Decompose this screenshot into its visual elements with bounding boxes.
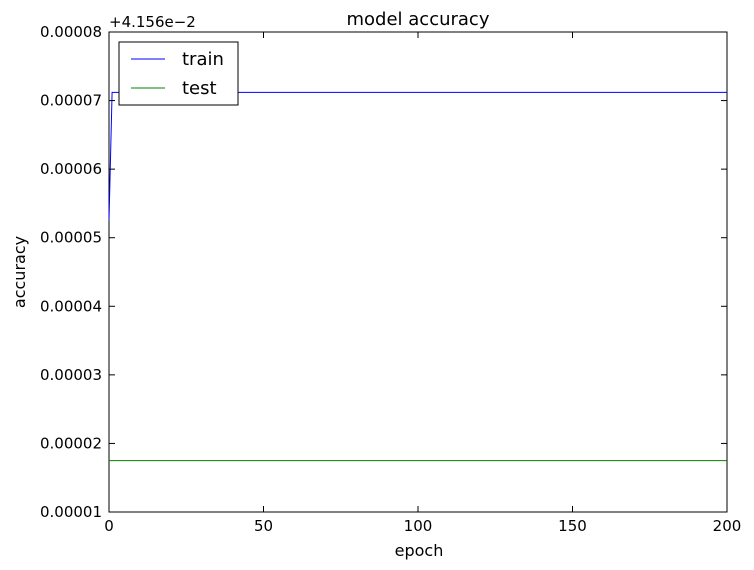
legend-label-train: train xyxy=(182,49,224,70)
x-tick-label: 100 xyxy=(404,517,433,535)
x-tick-label: 0 xyxy=(104,517,114,535)
y-offset-label: +4.156e−2 xyxy=(109,13,196,31)
legend-label-test: test xyxy=(182,78,217,99)
x-tick-label: 200 xyxy=(713,517,742,535)
legend: train test xyxy=(118,41,239,106)
x-tick-label: 150 xyxy=(558,517,587,535)
y-tick-label: 0.00006 xyxy=(40,160,102,178)
x-tick-label: 50 xyxy=(254,517,273,535)
y-tick-label: 0.00008 xyxy=(40,23,102,41)
y-axis-label: accuracy xyxy=(10,236,29,308)
y-axis: 0.00001 0.00002 0.00003 0.00004 0.00005 0.000… xyxy=(40,23,727,521)
y-tick-label: 0.00003 xyxy=(40,366,102,384)
chart-title: model accuracy xyxy=(347,9,490,30)
y-tick-label: 0.00001 xyxy=(40,503,102,521)
y-tick-label: 0.00004 xyxy=(40,297,102,315)
y-tick-label: 0.00007 xyxy=(40,92,102,110)
plot-area: 0 50 100 150 200 0.000010.000020.000030.0000… xyxy=(40,23,741,535)
series-line-train xyxy=(108,91,727,221)
x-axis: 0 50 100 150 200 xyxy=(104,32,741,535)
x-axis-label: epoch xyxy=(395,541,444,560)
y-tick-label: 0.00002 xyxy=(40,434,102,452)
legend-box xyxy=(118,41,239,106)
y-tick-label: 0.00005 xyxy=(40,229,102,247)
series-layer xyxy=(108,91,727,462)
